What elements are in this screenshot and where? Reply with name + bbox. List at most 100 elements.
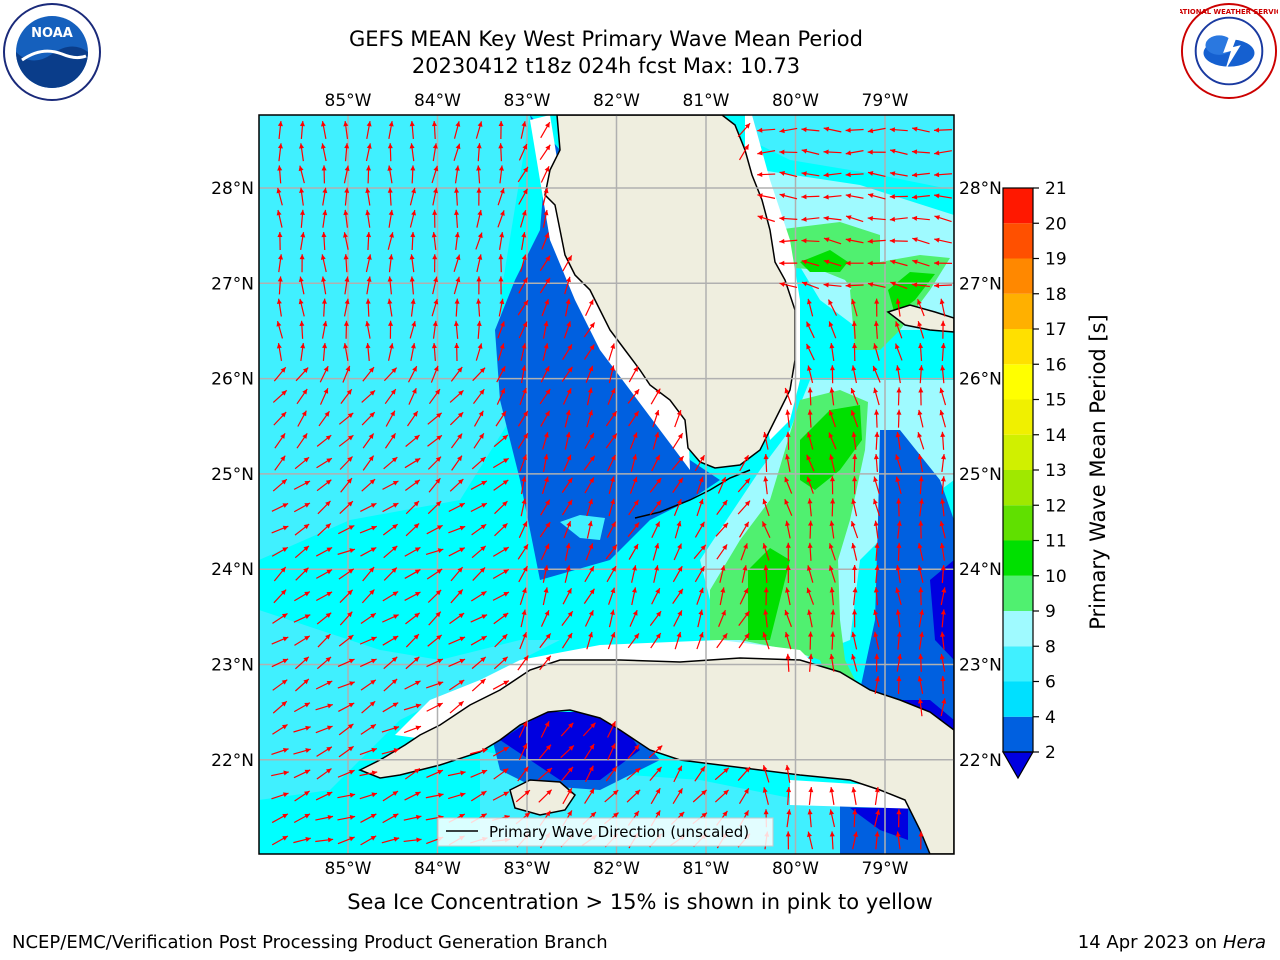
colorbar-swatch xyxy=(1003,223,1033,259)
wave-arrow-head xyxy=(476,187,482,193)
wave-arrow-head xyxy=(387,187,393,193)
wave-arrow-head xyxy=(414,458,421,464)
wave-arrow-head xyxy=(744,144,749,151)
wave-arrow-head xyxy=(304,813,311,819)
wave-arrow-head xyxy=(852,609,858,615)
lat-labels-right: 28°N 27°N 26°N 25°N 24°N 23°N 22°N xyxy=(959,179,1002,771)
wave-arrow-head xyxy=(326,458,332,464)
wave-arrow-head xyxy=(895,298,901,304)
wave-arrow-head xyxy=(911,282,918,288)
wave-arrow-head xyxy=(480,791,487,796)
wave-arrow-head xyxy=(911,194,918,200)
wave-arrow-head xyxy=(435,389,440,395)
wave-arrow-head xyxy=(502,613,509,619)
wave-arrow-head xyxy=(522,566,528,572)
wave-arrow-head xyxy=(785,587,790,593)
wave-arrow-head xyxy=(325,523,331,529)
wave-arrow-head xyxy=(895,454,900,460)
wave-arrow-head xyxy=(281,613,288,619)
wave-arrow-head xyxy=(502,480,509,485)
wave-arrow-head xyxy=(784,387,790,394)
wave-arrow-head xyxy=(785,431,791,437)
wave-arrow-head xyxy=(699,521,705,528)
wave-arrow-head xyxy=(521,210,527,216)
wave-arrow-head xyxy=(435,611,441,618)
wave-arrow-head xyxy=(365,187,371,194)
wave-arrow-head xyxy=(829,454,834,460)
wave-arrow-head xyxy=(522,721,528,727)
wave-arrow-head xyxy=(786,787,792,793)
wave-arrow-head xyxy=(722,522,729,529)
wave-arrow-head xyxy=(477,232,483,239)
wave-arrow-head xyxy=(457,433,463,440)
wave-arrow-head xyxy=(349,681,355,687)
wave-arrow-head xyxy=(457,455,462,462)
wave-arrow-head xyxy=(785,565,791,571)
wave-arrow-head xyxy=(476,298,482,304)
wave-arrow-head xyxy=(499,232,505,238)
wave-arrow-head xyxy=(413,523,420,529)
wave-arrow-head xyxy=(521,476,527,482)
lat-label-right: 25°N xyxy=(959,465,1002,485)
wave-arrow-head xyxy=(779,171,786,176)
wave-arrow-head xyxy=(370,503,377,508)
wave-arrow-head xyxy=(698,498,704,505)
wave-arrow-head xyxy=(390,410,395,417)
wave-arrow-head xyxy=(325,435,332,441)
wave-arrow-head xyxy=(521,254,527,261)
wave-arrow-head xyxy=(304,702,310,708)
wave-arrow-head xyxy=(654,410,660,416)
wave-arrow-head xyxy=(917,409,923,416)
wave-arrow-head xyxy=(801,216,807,222)
wave-arrow-head xyxy=(277,143,283,149)
wave-arrow-head xyxy=(521,498,527,505)
wave-arrow-head xyxy=(757,193,763,199)
wave-arrow-head xyxy=(846,215,852,220)
wave-arrow-head xyxy=(346,389,352,395)
wave-arrow-head xyxy=(941,587,947,593)
wave-arrow-head xyxy=(502,434,508,441)
wave-arrow-head xyxy=(522,632,527,638)
wave-arrow-head xyxy=(545,277,551,284)
wave-arrow-head xyxy=(369,567,375,573)
lon-label-bottom: 81°W xyxy=(683,859,730,879)
wave-arrow-head xyxy=(276,343,282,349)
wave-arrow-head xyxy=(281,390,287,396)
wave-arrow-head xyxy=(634,789,641,796)
wave-arrow-head xyxy=(779,193,786,199)
wave-arrow-head xyxy=(320,143,326,149)
wave-arrow-head xyxy=(300,232,306,238)
wave-arrow-head xyxy=(723,767,729,774)
wave-arrow-head xyxy=(867,171,874,176)
wave-arrow-head xyxy=(365,320,371,327)
wave-arrow-head xyxy=(918,587,924,593)
wave-arrow-head xyxy=(436,634,442,641)
wave-arrow-head xyxy=(867,215,873,221)
wave-arrow-head xyxy=(611,433,617,440)
wave-arrow-head xyxy=(610,343,616,349)
wave-arrow-head xyxy=(459,814,465,819)
wave-arrow-head xyxy=(436,435,442,441)
map-title: GEFS MEAN Key West Primary Wave Mean Per… xyxy=(349,27,863,51)
wave-arrow-head xyxy=(454,209,460,215)
wave-arrow-head xyxy=(896,631,902,637)
wave-arrow-head xyxy=(934,215,940,220)
wave-arrow-head xyxy=(823,237,830,243)
wave-arrow-head xyxy=(369,390,376,396)
wave-arrow-head xyxy=(545,522,551,528)
lon-label-top: 80°W xyxy=(772,91,819,111)
wave-arrow-head xyxy=(366,232,372,238)
wave-arrow-head xyxy=(588,610,594,616)
wave-arrow-head xyxy=(544,232,550,239)
wave-arrow-head xyxy=(412,366,417,372)
wave-arrow-head xyxy=(588,765,594,772)
map-frame xyxy=(258,114,955,855)
contour-2-4 xyxy=(860,430,954,740)
wave-arrow-head xyxy=(502,501,508,507)
arrow-legend-label: Primary Wave Direction (unscaled) xyxy=(489,823,749,841)
wave-arrow-head xyxy=(545,144,551,151)
wave-arrow-head xyxy=(322,187,328,194)
wave-arrow-head xyxy=(845,172,851,178)
wave-arrow-head xyxy=(589,743,595,750)
wave-arrow-head xyxy=(305,836,311,842)
